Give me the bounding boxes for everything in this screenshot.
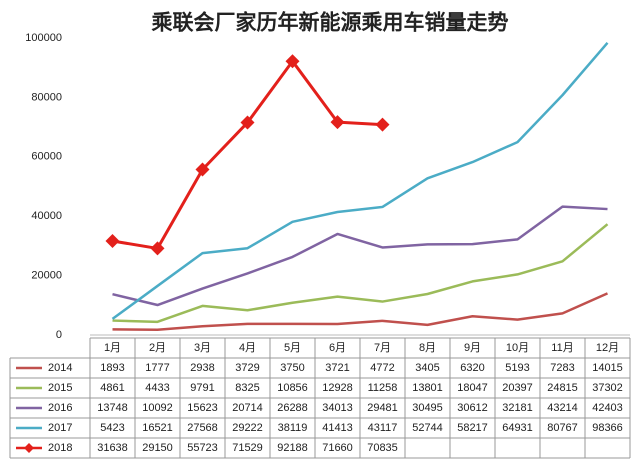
- table-cell: 41413: [322, 422, 353, 434]
- table-cell: 3750: [280, 362, 304, 374]
- x-tick-label: 10月: [506, 342, 529, 354]
- y-tick-label: 80000: [31, 91, 62, 103]
- table-cell: 7283: [550, 362, 574, 374]
- series-line: [111, 42, 609, 320]
- table-cell: 70835: [367, 442, 398, 454]
- point-marker: [375, 117, 390, 132]
- table-cell: 42403: [592, 402, 623, 414]
- y-tick-label: 40000: [31, 210, 62, 222]
- table-cell: 1777: [145, 362, 169, 374]
- table-cell: 20397: [502, 382, 533, 394]
- series-line: [112, 59, 383, 250]
- table-cell: 64931: [502, 422, 533, 434]
- point-marker: [105, 234, 120, 249]
- table-cell: 10092: [142, 402, 173, 414]
- table-cell: 98366: [592, 422, 623, 434]
- table-cell: 32181: [502, 402, 533, 414]
- chart-title: 乘联会厂家历年新能源乘用车销量走势: [151, 11, 509, 35]
- y-tick-label: 100000: [25, 32, 62, 44]
- legend-label: 2014: [48, 362, 72, 374]
- x-tick-label: 8月: [419, 342, 436, 354]
- y-tick-label: 60000: [31, 151, 62, 163]
- y-tick-label: 20000: [31, 270, 62, 282]
- x-tick-label: 6月: [329, 342, 346, 354]
- table-cell: 29481: [367, 402, 398, 414]
- point-marker: [240, 115, 255, 130]
- x-tick-label: 1月: [104, 342, 121, 354]
- table-cell: 16521: [142, 422, 173, 434]
- table-cell: 58217: [457, 422, 488, 434]
- table-cell: 55723: [187, 442, 218, 454]
- table-cell: 71529: [232, 442, 263, 454]
- table-cell: 24815: [547, 382, 578, 394]
- table-cell: 13748: [97, 402, 128, 414]
- table-cell: 43214: [547, 402, 578, 414]
- table-cell: 30612: [457, 402, 488, 414]
- table-cell: 3721: [325, 362, 349, 374]
- table-cell: 71660: [322, 442, 353, 454]
- table-cell: 5423: [100, 422, 124, 434]
- series-line: [112, 292, 609, 331]
- x-tick-label: 3月: [194, 342, 211, 354]
- table-cell: 10856: [277, 382, 308, 394]
- table-cell: 14015: [592, 362, 623, 374]
- point-marker: [330, 115, 345, 130]
- table-cell: 8325: [235, 382, 259, 394]
- table-cell: 80767: [547, 422, 578, 434]
- x-tick-label: 2月: [149, 342, 166, 354]
- x-tick-label: 12月: [596, 342, 619, 354]
- table-cell: 6320: [460, 362, 484, 374]
- table-cell: 31638: [97, 442, 128, 454]
- table-cell: 26288: [277, 402, 308, 414]
- table-cell: 13801: [412, 382, 443, 394]
- legend-label: 2017: [48, 422, 72, 434]
- series-line: [112, 223, 609, 324]
- legend-label: 2018: [48, 442, 72, 454]
- table-cell: 29150: [142, 442, 173, 454]
- x-tick-label: 9月: [464, 342, 481, 354]
- point-marker: [285, 54, 300, 69]
- table-cell: 12928: [322, 382, 353, 394]
- table-cell: 37302: [592, 382, 623, 394]
- point-marker: [150, 241, 165, 256]
- series-line: [112, 205, 608, 307]
- table-cell: 9791: [190, 382, 214, 394]
- table-cell: 4433: [145, 382, 169, 394]
- table-cell: 27568: [187, 422, 218, 434]
- table-cell: 29222: [232, 422, 263, 434]
- table-cell: 18047: [457, 382, 488, 394]
- table-cell: 30495: [412, 402, 443, 414]
- legend-label: 2015: [48, 382, 72, 394]
- point-marker: [195, 162, 210, 177]
- table-cell: 5193: [505, 362, 529, 374]
- legend-label: 2016: [48, 402, 72, 414]
- table-cell: 4772: [370, 362, 394, 374]
- table-cell: 11258: [368, 382, 398, 394]
- table-cell: 43117: [368, 422, 398, 434]
- table-cell: 52744: [412, 422, 443, 434]
- x-tick-label: 11月: [551, 342, 573, 354]
- x-tick-label: 4月: [239, 342, 256, 354]
- legend-marker: [24, 443, 34, 453]
- table-cell: 3729: [235, 362, 259, 374]
- x-tick-label: 7月: [374, 342, 391, 354]
- table-cell: 15623: [187, 402, 218, 414]
- table-cell: 2938: [190, 362, 214, 374]
- x-tick-label: 5月: [284, 342, 301, 354]
- table-cell: 34013: [322, 402, 353, 414]
- table-cell: 20714: [232, 402, 263, 414]
- table-cell: 1893: [100, 362, 124, 374]
- table-cell: 3405: [415, 362, 439, 374]
- table-cell: 4861: [100, 382, 124, 394]
- table-cell: 38119: [278, 422, 308, 434]
- y-tick-label: 0: [56, 329, 62, 341]
- table-cell: 92188: [277, 442, 308, 454]
